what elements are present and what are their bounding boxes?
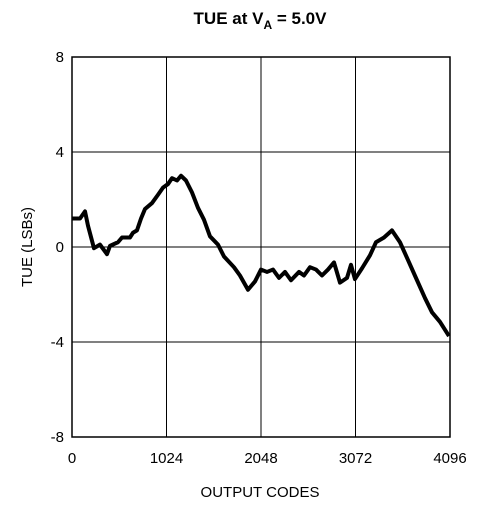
y-tick-label: 0	[56, 239, 64, 256]
y-axis-label: TUE (LSBs)	[19, 207, 36, 287]
title-subscript: A	[263, 18, 272, 32]
title-part: TUE at V	[194, 9, 265, 28]
y-tick-label: -8	[51, 429, 64, 446]
x-axis-label: OUTPUT CODES	[201, 484, 320, 501]
chart-title: TUE at VA = 5.0V	[194, 9, 328, 32]
y-tick-label: 8	[56, 49, 64, 66]
data-line	[72, 173, 451, 338]
x-tick-label: 4096	[433, 450, 466, 467]
y-tick-label: 4	[56, 144, 64, 161]
plot-frame	[71, 56, 451, 438]
x-tick-label: 0	[68, 450, 76, 467]
x-tick-label: 3072	[339, 450, 372, 467]
title-part: = 5.0V	[272, 9, 327, 28]
y-tick-label: -4	[51, 334, 64, 351]
x-tick-label: 1024	[150, 450, 183, 467]
x-tick-label: 2048	[244, 450, 277, 467]
